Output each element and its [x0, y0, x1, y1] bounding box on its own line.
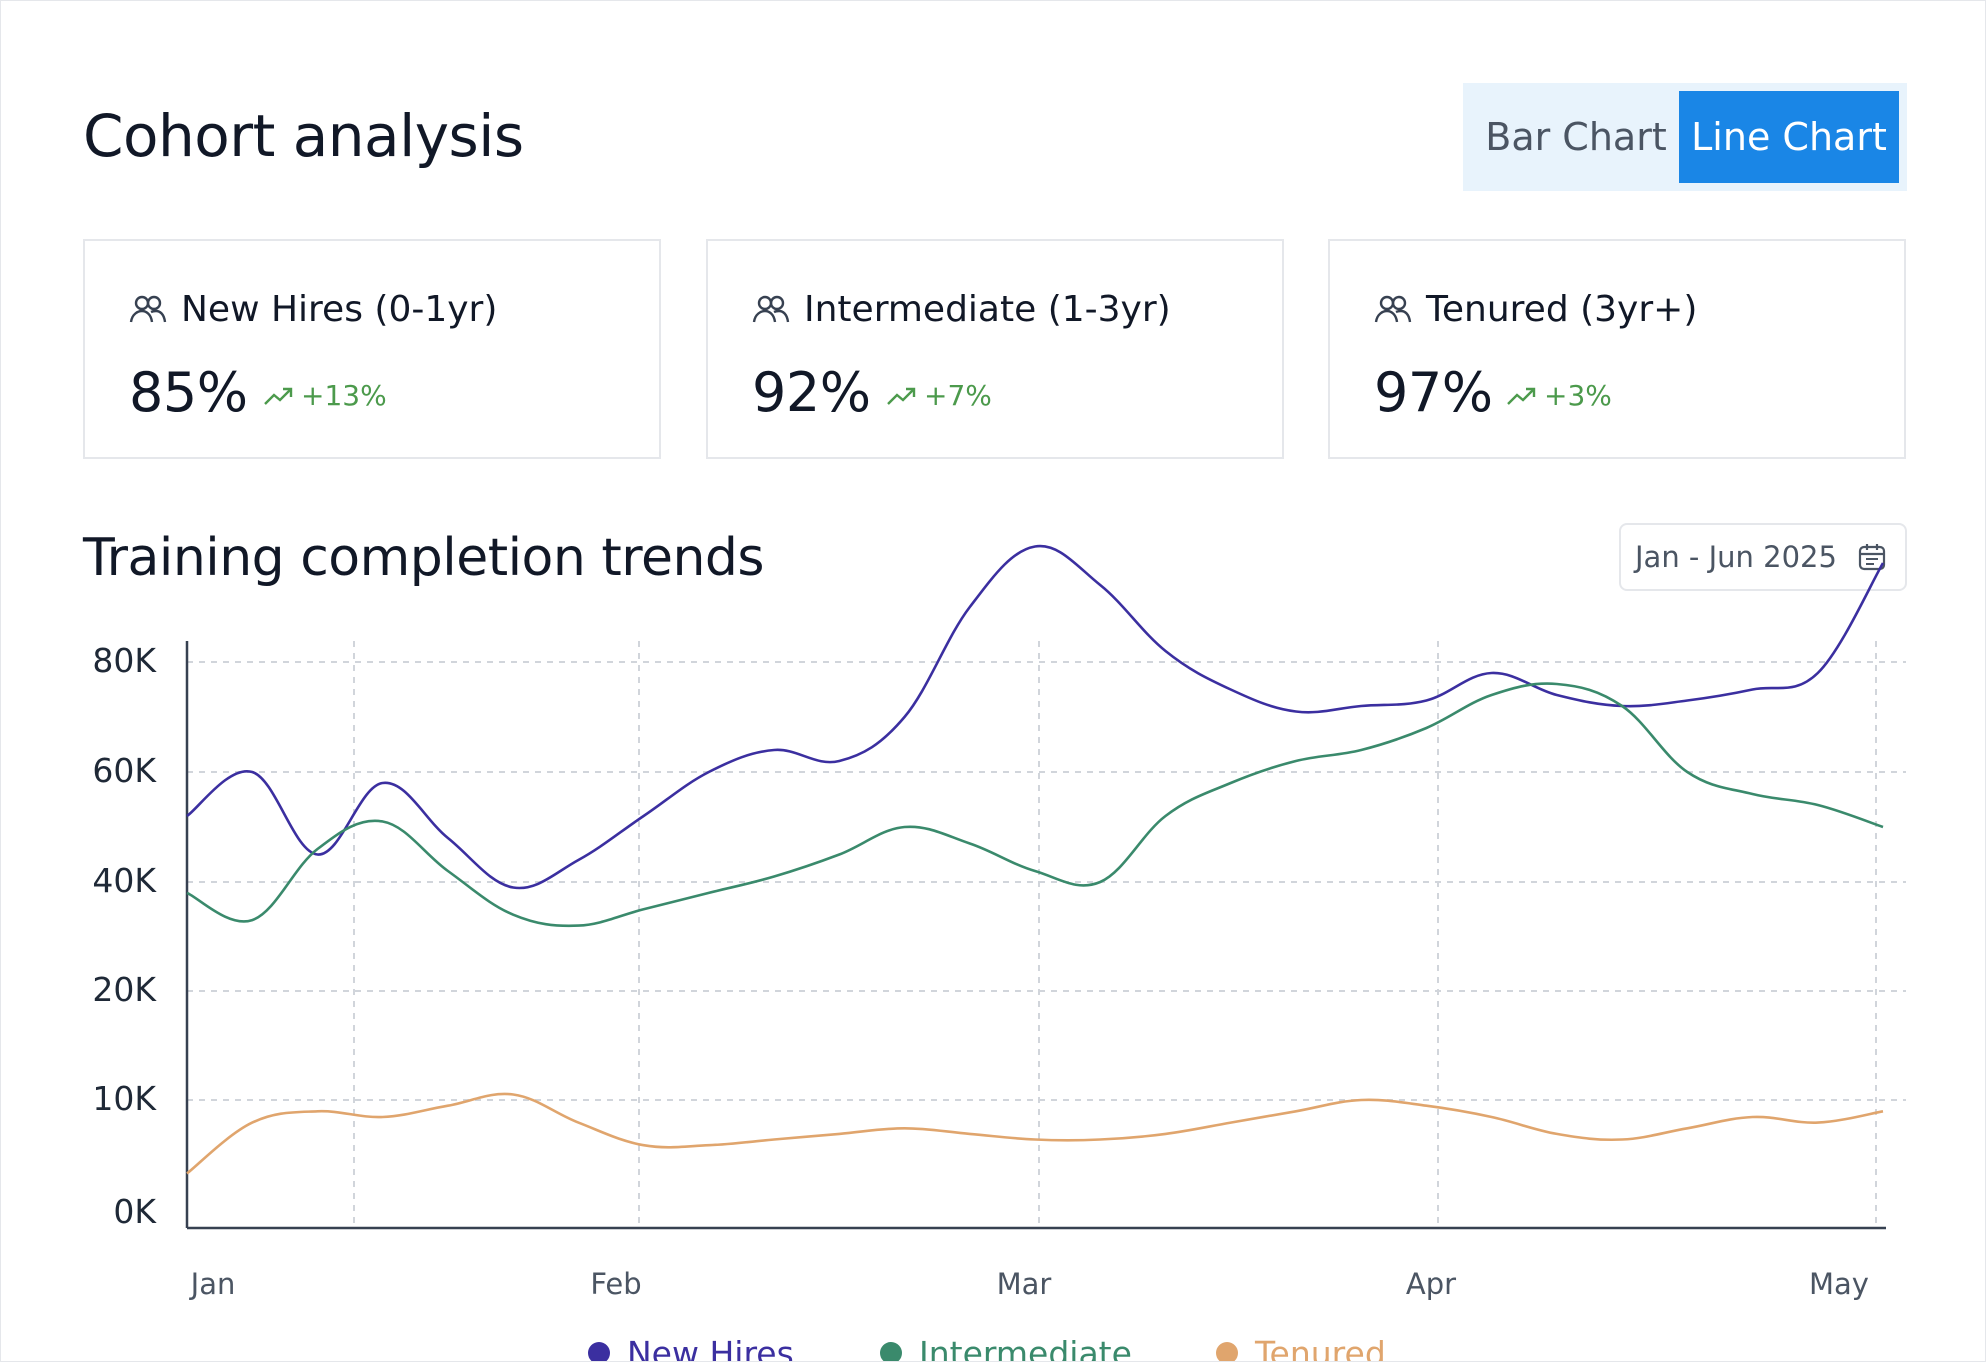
legend-label-new-hires: New Hires [627, 1334, 794, 1362]
card-label: New Hires (0-1yr) [181, 288, 498, 330]
cohort-card-tenured: Tenured (3yr+) 97% +3% [1328, 239, 1906, 459]
y-tick-label: 0K [113, 1192, 157, 1231]
card-value: 92% [752, 361, 871, 424]
legend-marker-tenured [1216, 1342, 1238, 1361]
x-tick-label: Jan [189, 1267, 236, 1301]
y-tick-label: 40K [92, 861, 157, 900]
card-header: New Hires (0-1yr) [129, 285, 497, 333]
card-label: Tenured (3yr+) [1426, 288, 1698, 330]
x-tick-label: May [1809, 1267, 1869, 1301]
legend-label-intermediate: Intermediate [919, 1334, 1132, 1362]
x-tick-label: Feb [590, 1267, 641, 1301]
legend-marker-intermediate [880, 1342, 902, 1361]
line-chart-button[interactable]: Line Chart [1679, 91, 1899, 183]
series-line-new-hires [186, 544, 1885, 890]
x-tick-label: Mar [997, 1267, 1052, 1301]
card-delta-value: +3% [1544, 379, 1612, 412]
legend-marker-new-hires [588, 1342, 610, 1361]
cohort-card-intermediate: Intermediate (1-3yr) 92% +7% [706, 239, 1284, 459]
y-tick-label: 60K [92, 751, 157, 790]
y-tick-label: 20K [92, 970, 157, 1009]
page-title: Cohort analysis [83, 102, 524, 170]
card-header: Intermediate (1-3yr) [752, 285, 1171, 333]
card-delta: +7% [886, 379, 992, 412]
series-line-intermediate [186, 682, 1884, 928]
card-delta-value: +13% [301, 379, 387, 412]
x-tick-label: Apr [1406, 1267, 1456, 1301]
cohort-card-new-hires: New Hires (0-1yr) 85% +13% [83, 239, 661, 459]
chart-type-toggle: Bar Chart Line Chart [1463, 83, 1907, 191]
section-title: Training completion trends [83, 528, 765, 588]
legend-label-tenured: Tenured [1254, 1334, 1386, 1362]
date-range-value: Jan - Jun 2025 [1635, 540, 1837, 574]
card-value: 85% [129, 361, 248, 424]
card-label: Intermediate (1-3yr) [804, 288, 1171, 330]
date-range-picker[interactable]: Jan - Jun 2025 [1619, 523, 1907, 591]
users-icon [129, 295, 167, 323]
card-delta-value: +7% [924, 379, 992, 412]
trending-up-icon [264, 387, 293, 405]
users-icon [1374, 295, 1412, 323]
users-icon [752, 295, 790, 323]
card-header: Tenured (3yr+) [1374, 285, 1697, 333]
trending-up-icon [887, 387, 916, 405]
trending-up-icon [1507, 387, 1536, 405]
calendar-icon [1858, 544, 1886, 571]
series-line-tenured [186, 1092, 1884, 1175]
y-tick-label: 80K [92, 641, 157, 680]
card-delta: +13% [263, 379, 387, 412]
card-delta: +3% [1506, 379, 1612, 412]
card-value: 97% [1374, 361, 1493, 424]
y-tick-label: 10K [92, 1079, 157, 1118]
bar-chart-button[interactable]: Bar Chart [1473, 91, 1679, 183]
